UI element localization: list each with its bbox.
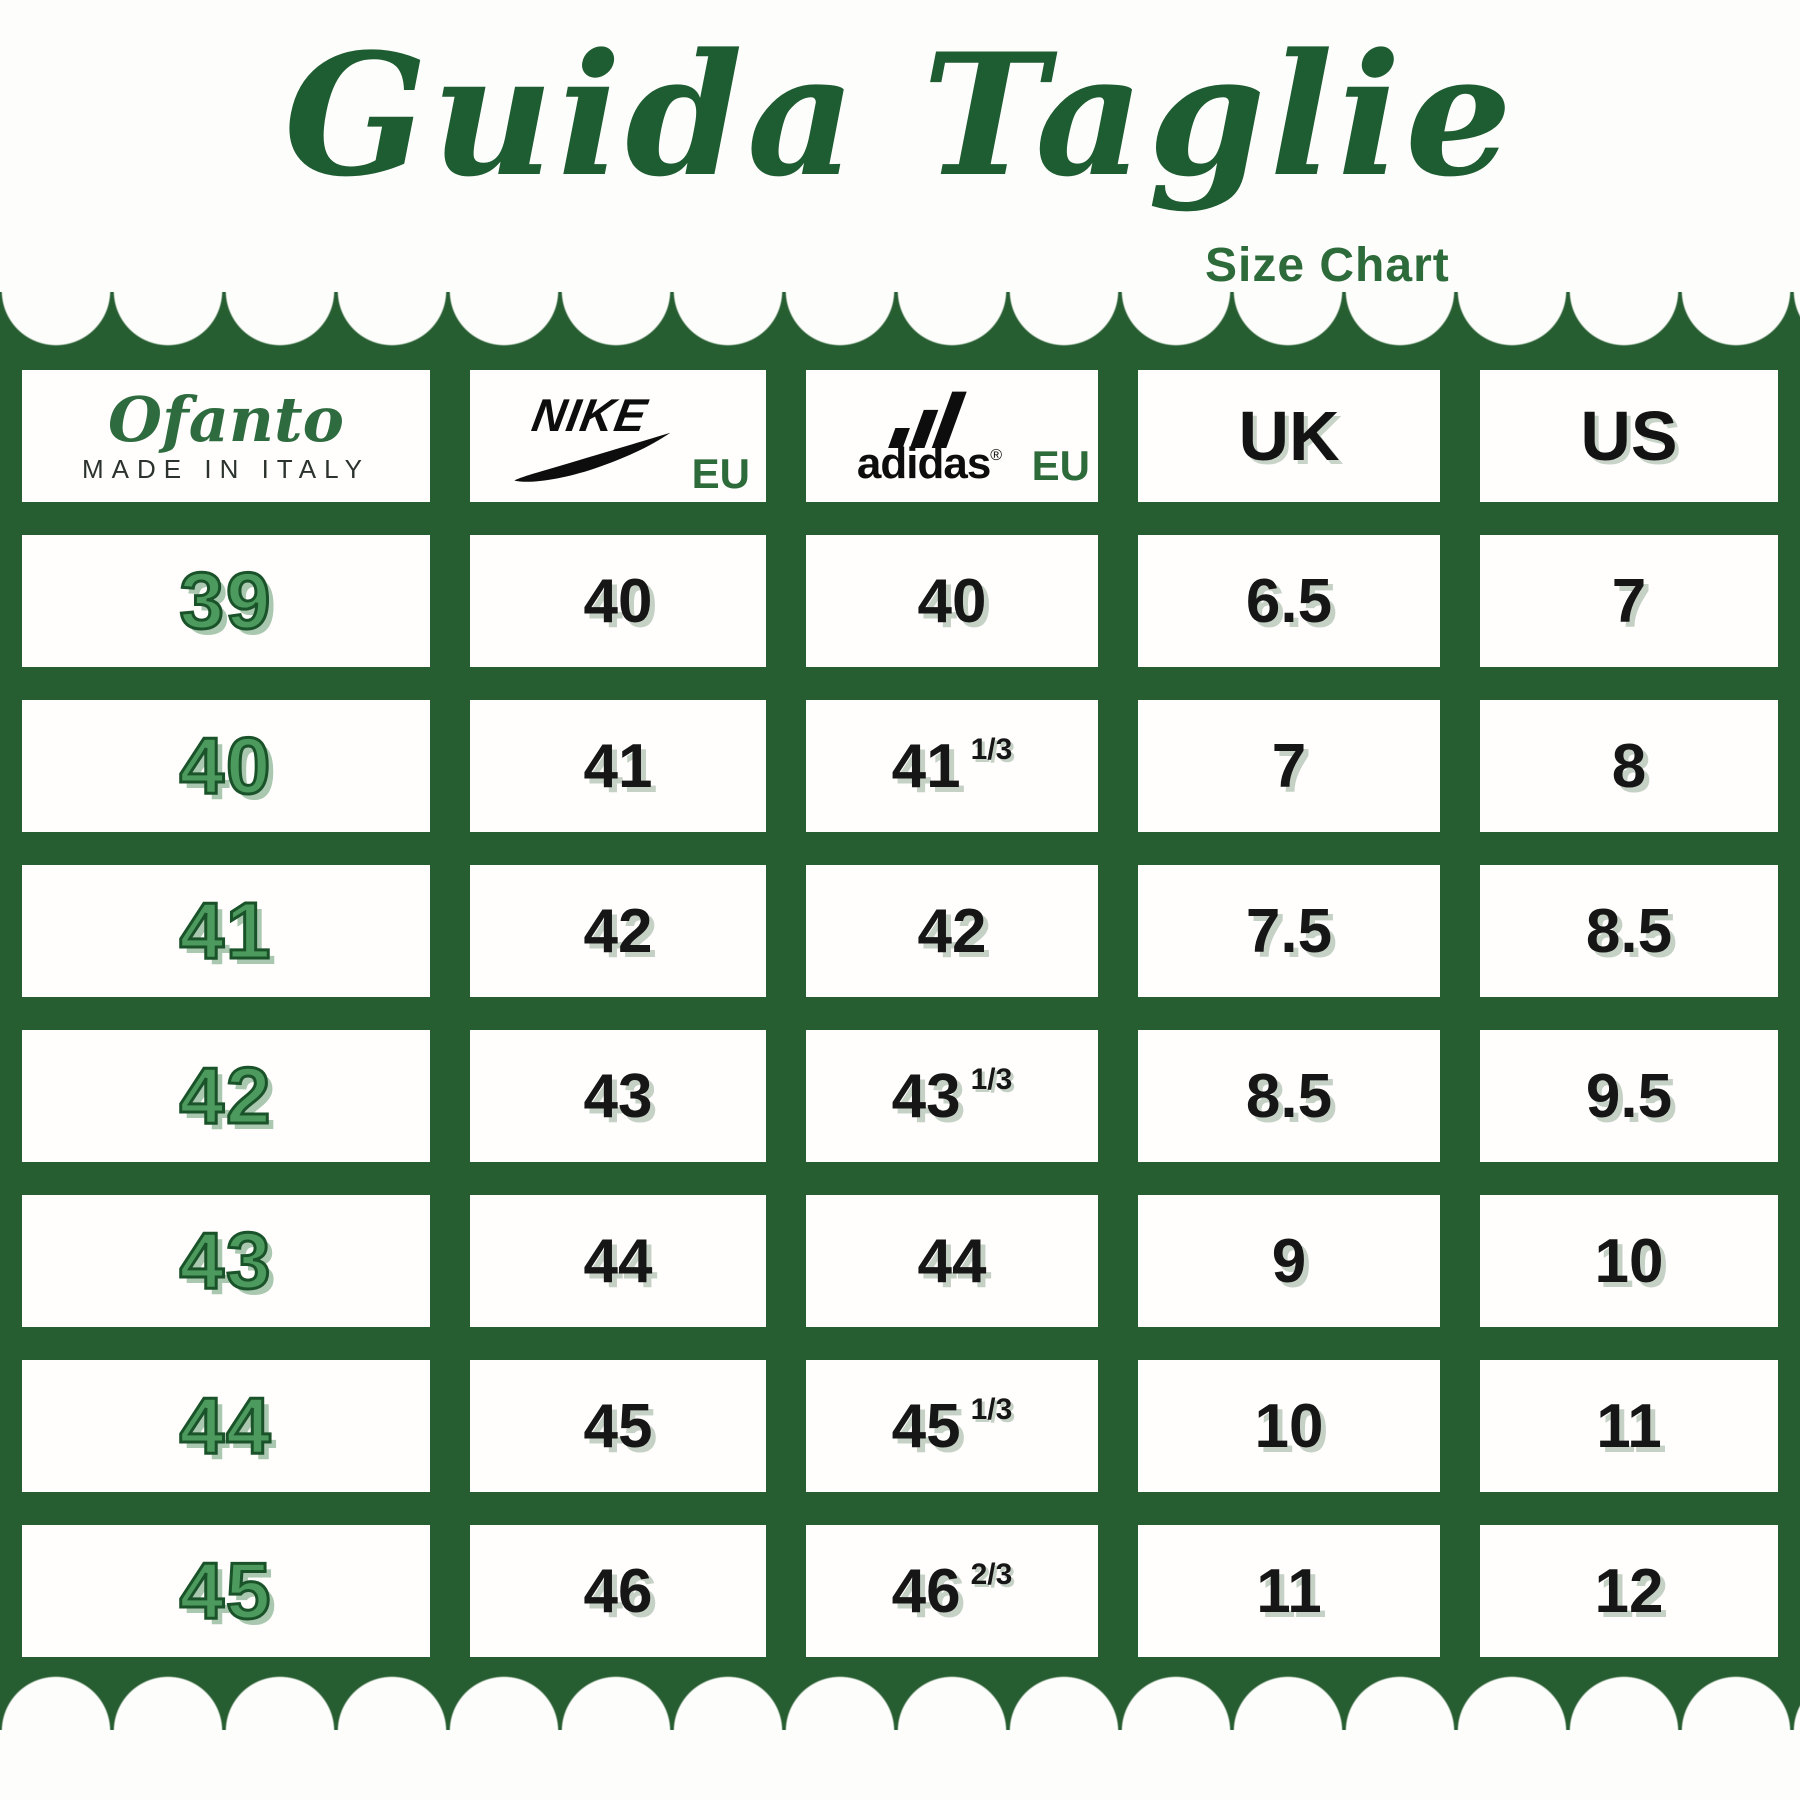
table-cell-adidas: 44 [806, 1195, 1098, 1327]
adidas-logo: adidas® [857, 388, 1002, 486]
ofanto-logo: Ofanto [108, 382, 344, 456]
table-cell-us: 12 [1480, 1525, 1778, 1657]
adidas-size: 42 [917, 896, 987, 966]
us-size: 8 [1611, 731, 1647, 801]
page-subtitle: Size Chart [1205, 239, 1450, 292]
table-cell-adidas: 45 1/3 [806, 1360, 1098, 1492]
ofanto-size: 41 [178, 885, 273, 977]
adidas-size: 41 [891, 731, 961, 801]
uk-size: 9 [1271, 1226, 1307, 1296]
nike-swoosh-icon [514, 432, 671, 482]
adidas-size: 40 [917, 566, 987, 636]
nike-size: 46 [583, 1556, 653, 1626]
uk-size: 10 [1254, 1391, 1324, 1461]
table-cell-ofanto: 45 [22, 1525, 430, 1657]
adidas-size: 44 [917, 1226, 987, 1296]
table-cell-ofanto: 39 [22, 535, 430, 667]
table-cell-nike: 43 [470, 1030, 766, 1162]
table-cell-adidas: 41 1/3 [806, 700, 1098, 832]
ofanto-size: 39 [178, 555, 273, 647]
nike-size: 45 [583, 1391, 653, 1461]
ofanto-size: 45 [178, 1545, 273, 1637]
table-cell-ofanto: 40 [22, 700, 430, 832]
table-cell-nike: 45 [470, 1360, 766, 1492]
table-cell-uk: 6.5 [1138, 535, 1440, 667]
table-cell-us: 7 [1480, 535, 1778, 667]
nike-wordmark: NIKE [528, 389, 652, 441]
nike-size: 44 [583, 1226, 653, 1296]
adidas-size-fraction: 2/3 [970, 1558, 1013, 1591]
us-size: 9.5 [1585, 1061, 1673, 1131]
header-cell-nike: NIKE EU [470, 370, 766, 502]
page-title: Guida Taglie [283, 16, 1517, 214]
ofanto-size: 40 [178, 720, 273, 812]
uk-size: 11 [1256, 1556, 1322, 1626]
nike-size: 40 [583, 566, 653, 636]
table-cell-ofanto: 42 [22, 1030, 430, 1162]
adidas-size-fraction: 1/3 [970, 733, 1013, 766]
table-cell-adidas: 40 [806, 535, 1098, 667]
us-size: 7 [1611, 566, 1647, 636]
nike-logo: NIKE [500, 388, 680, 484]
table-cell-uk: 11 [1138, 1525, 1440, 1657]
table-cell-us: 10 [1480, 1195, 1778, 1327]
table-cell-us: 9.5 [1480, 1030, 1778, 1162]
adidas-size: 43 [891, 1061, 961, 1131]
adidas-wordmark: adidas® [857, 442, 1002, 486]
size-table: Ofanto MADE IN ITALY NIKE EU [0, 370, 1800, 1657]
table-cell-nike: 41 [470, 700, 766, 832]
table-cell-uk: 10 [1138, 1360, 1440, 1492]
header-cell-uk: UK [1138, 370, 1440, 502]
adidas-wordmark-text: adidas [856, 439, 991, 489]
table-cell-uk: 7.5 [1138, 865, 1440, 997]
table-cell-us: 11 [1480, 1360, 1778, 1492]
ofanto-size: 42 [178, 1050, 273, 1142]
uk-size: 7.5 [1245, 896, 1333, 966]
adidas-size-fraction: 1/3 [970, 1063, 1013, 1096]
table-cell-nike: 42 [470, 865, 766, 997]
table-cell-uk: 9 [1138, 1195, 1440, 1327]
uk-size: 6.5 [1245, 566, 1333, 636]
adidas-size: 45 [891, 1391, 961, 1461]
header-cell-us: US [1480, 370, 1778, 502]
ofanto-size: 44 [178, 1380, 273, 1472]
table-cell-ofanto: 41 [22, 865, 430, 997]
uk-size: 8.5 [1245, 1061, 1333, 1131]
header-cell-ofanto: Ofanto MADE IN ITALY [22, 370, 430, 502]
ofanto-size: 43 [178, 1215, 273, 1307]
table-cell-us: 8.5 [1480, 865, 1778, 997]
us-size: 8.5 [1585, 896, 1673, 966]
adidas-size: 46 [891, 1556, 961, 1626]
ofanto-tagline: MADE IN ITALY [82, 454, 370, 485]
table-cell-uk: 7 [1138, 700, 1440, 832]
table-cell-us: 8 [1480, 700, 1778, 832]
uk-header-label: UK [1238, 397, 1340, 475]
adidas-eu-label: EU [1031, 442, 1090, 489]
table-cell-ofanto: 43 [22, 1195, 430, 1327]
registered-mark: ® [990, 447, 1002, 465]
table-cell-adidas: 43 1/3 [806, 1030, 1098, 1162]
nike-eu-label: EU [691, 450, 750, 497]
table-cell-nike: 44 [470, 1195, 766, 1327]
us-header-label: US [1580, 397, 1678, 475]
table-cell-uk: 8.5 [1138, 1030, 1440, 1162]
adidas-size-fraction: 1/3 [970, 1393, 1013, 1426]
table-cell-adidas: 46 2/3 [806, 1525, 1098, 1657]
us-size: 12 [1594, 1556, 1664, 1626]
header-cell-adidas: adidas® EU [806, 370, 1098, 502]
table-cell-adidas: 42 [806, 865, 1098, 997]
table-cell-nike: 40 [470, 535, 766, 667]
nike-size: 42 [583, 896, 653, 966]
table-cell-ofanto: 44 [22, 1360, 430, 1492]
nike-size: 43 [583, 1061, 653, 1131]
adidas-bars-icon [888, 391, 967, 449]
table-cell-nike: 46 [470, 1525, 766, 1657]
us-size: 10 [1594, 1226, 1664, 1296]
uk-size: 7 [1271, 731, 1307, 801]
nike-size: 41 [583, 731, 653, 801]
us-size: 11 [1596, 1391, 1662, 1461]
